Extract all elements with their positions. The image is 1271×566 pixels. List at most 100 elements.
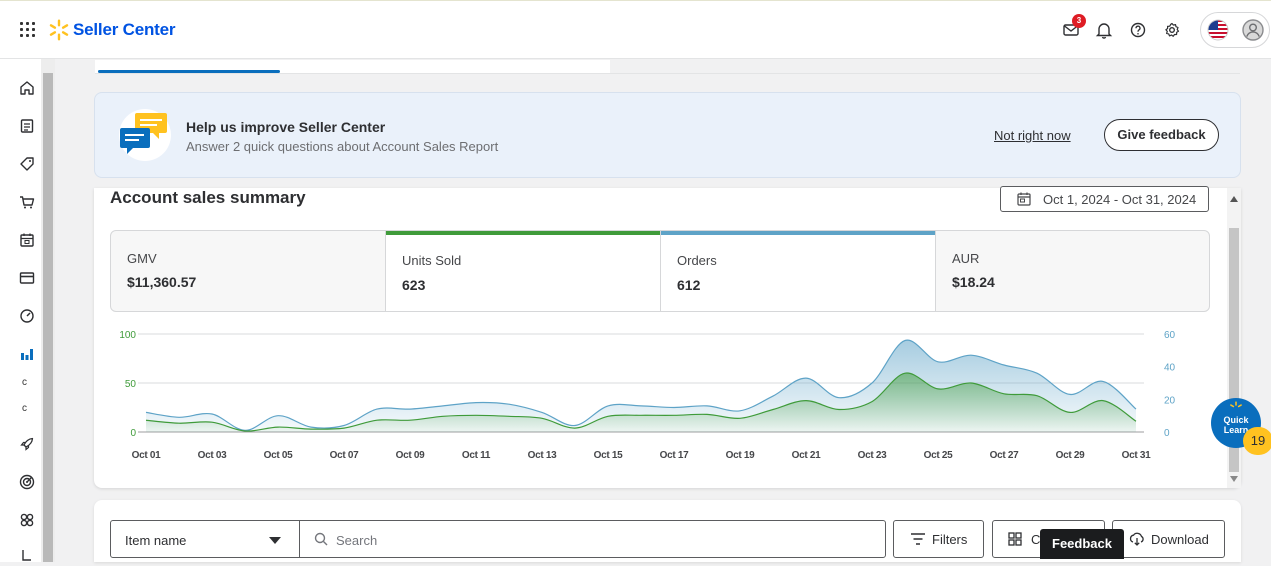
search-field-select[interactable]: Item name	[110, 520, 300, 558]
orders-indicator	[661, 231, 935, 235]
quick-learn-line-1: Quick	[1223, 415, 1249, 425]
nav-letter-c[interactable]: c	[22, 403, 27, 414]
mail-count-badge: 3	[1072, 14, 1086, 28]
filter-icon	[911, 533, 925, 545]
x-axis-tick-label: Oct 09	[396, 450, 426, 461]
avatar-icon	[1242, 19, 1264, 41]
x-axis-tick-label: Oct 07	[330, 450, 360, 461]
tag-icon[interactable]	[17, 154, 37, 174]
account-sales-summary-card: Account sales summary Oct 1, 2024 - Oct …	[94, 186, 1241, 488]
x-axis-tick-label: Oct 15	[594, 450, 624, 461]
right-axis-tick-label: 0	[1164, 428, 1170, 439]
x-axis-tick-label: Oct 27	[990, 450, 1020, 461]
quick-learn-line-2: Learn	[1223, 425, 1249, 435]
account-menu[interactable]	[1200, 12, 1270, 48]
banner-title: Help us improve Seller Center	[186, 119, 386, 135]
left-axis-tick-label: 50	[125, 379, 137, 390]
search-icon	[314, 532, 328, 546]
x-axis-tick-label: Oct 13	[528, 450, 558, 461]
date-range-label: Oct 1, 2024 - Oct 31, 2024	[1043, 192, 1197, 207]
search-input[interactable]	[336, 530, 836, 550]
metric-orders[interactable]: Orders 612	[661, 231, 936, 311]
help-icon[interactable]	[1128, 20, 1148, 40]
home-icon[interactable]	[17, 78, 37, 98]
metric-label: AUR	[952, 251, 980, 266]
filters-button[interactable]: Filters	[893, 520, 984, 558]
brand-name[interactable]: Seller Center	[73, 20, 176, 39]
sales-chart: 100 50 0 60 40 20 0 Oct 01 Oct 03 Oct 05 Oct 07 Oct…	[119, 330, 1176, 461]
metric-label: Units Sold	[402, 253, 462, 268]
download-label: Download	[1151, 532, 1209, 547]
metric-value: $11,360.57	[127, 274, 197, 290]
metric-gmv[interactable]: GMV $11,360.57	[111, 231, 386, 311]
feedback-banner: Help us improve Seller Center Answer 2 q…	[94, 92, 1241, 178]
chevron-down-icon	[269, 537, 281, 544]
download-button[interactable]: Download	[1112, 520, 1225, 558]
x-axis-tick-label: Oct 05	[264, 450, 294, 461]
scroll-down-icon[interactable]	[1230, 476, 1238, 482]
nav-scrollbar[interactable]	[41, 59, 55, 562]
feedback-tab[interactable]: Feedback	[1040, 529, 1124, 559]
right-axis-tick-label: 20	[1164, 395, 1176, 406]
chat-bubbles-icon	[119, 109, 171, 161]
x-axis-tick-label: Oct 21	[792, 450, 822, 461]
x-axis-tick-label: Oct 01	[132, 450, 162, 461]
download-icon	[1129, 532, 1144, 546]
mail-icon[interactable]	[1061, 20, 1081, 40]
us-flag-icon	[1207, 19, 1229, 41]
gear-icon[interactable]	[1162, 20, 1182, 40]
x-axis-tick-label: Oct 31	[1122, 450, 1152, 461]
nav-partial-icon[interactable]	[17, 546, 37, 566]
metric-value: 623	[402, 277, 426, 293]
scroll-up-icon[interactable]	[1230, 196, 1238, 202]
calendar-icon[interactable]	[17, 230, 37, 250]
active-tab-indicator	[98, 70, 280, 73]
rocket-icon[interactable]	[17, 434, 37, 454]
metric-value: $18.24	[952, 274, 995, 290]
bell-icon[interactable]	[1094, 20, 1114, 40]
x-axis-tick-label: Oct 19	[726, 450, 756, 461]
series-line-orders	[145, 339, 1137, 432]
metric-value: 612	[677, 277, 701, 293]
spark-logo-icon	[49, 19, 69, 41]
grid-view-icon	[1008, 532, 1022, 546]
report-tabs	[95, 60, 610, 73]
apps-icon[interactable]	[17, 510, 37, 530]
target-icon[interactable]	[17, 472, 37, 492]
x-axis-tick-label: Oct 03	[198, 450, 228, 461]
units-sold-indicator	[386, 231, 660, 235]
filters-label: Filters	[932, 532, 968, 547]
x-axis-tick-label: Oct 25	[924, 450, 954, 461]
summary-scrollbar-thumb[interactable]	[1229, 228, 1239, 472]
calendar-icon	[1017, 192, 1031, 206]
x-axis-tick-label: Oct 29	[1056, 450, 1086, 461]
give-feedback-button[interactable]: Give feedback	[1104, 119, 1219, 151]
top-bar: Seller Center 3	[0, 0, 1271, 59]
not-right-now-link[interactable]: Not right now	[994, 128, 1071, 143]
nav-letter-c[interactable]: c	[22, 377, 27, 388]
search-box[interactable]	[299, 520, 886, 558]
gauge-icon[interactable]	[17, 306, 37, 326]
right-axis-tick-label: 40	[1164, 363, 1176, 374]
date-range-picker[interactable]: Oct 1, 2024 - Oct 31, 2024	[1000, 186, 1209, 212]
tabs-divider	[95, 73, 1240, 74]
banner-subtitle: Answer 2 quick questions about Account S…	[186, 139, 499, 154]
cart-icon[interactable]	[17, 192, 37, 212]
bar-chart-icon[interactable]	[17, 344, 37, 364]
grid-icon[interactable]	[20, 22, 36, 38]
orders-icon[interactable]	[17, 116, 37, 136]
left-axis-tick-label: 0	[130, 428, 136, 439]
metric-units-sold[interactable]: Units Sold 623	[386, 231, 661, 311]
series-line-units	[145, 372, 1137, 432]
x-axis-tick-label: Oct 11	[462, 450, 491, 461]
metric-aur[interactable]: AUR $18.24	[936, 231, 1209, 311]
card-icon[interactable]	[17, 268, 37, 288]
metric-tiles: GMV $11,360.57 Units Sold 623 Orders 612…	[110, 230, 1210, 312]
quick-learn-label: Quick Learn	[1211, 415, 1261, 435]
nav-scrollbar-thumb[interactable]	[43, 73, 53, 562]
spark-icon	[1230, 401, 1242, 408]
metric-label: Orders	[677, 253, 717, 268]
x-axis-tick-label: Oct 23	[858, 450, 888, 461]
x-axis-tick-label: Oct 17	[660, 450, 690, 461]
quick-learn-button[interactable]: Quick Learn	[1211, 398, 1261, 448]
